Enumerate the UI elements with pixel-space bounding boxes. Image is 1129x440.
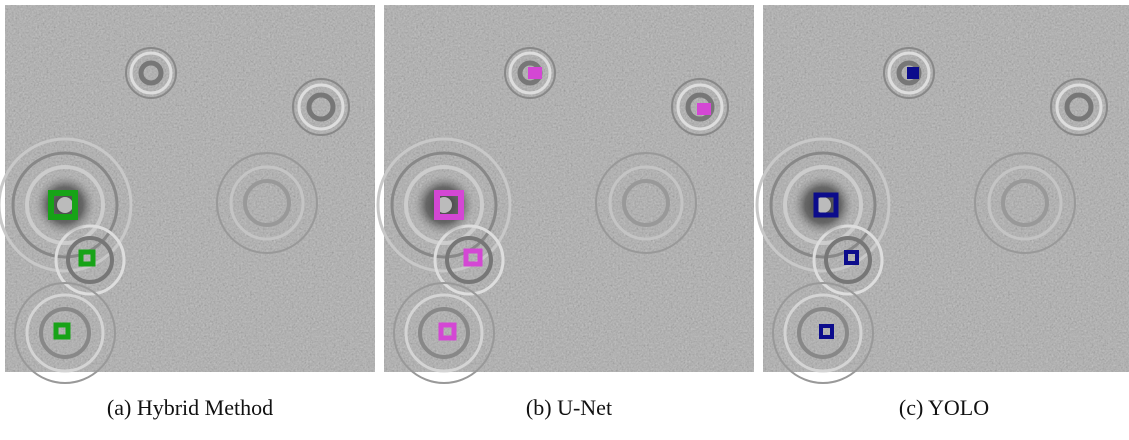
detections xyxy=(907,67,919,79)
hologram-image xyxy=(757,5,1129,383)
panel-hybrid: (a) Hybrid Method xyxy=(0,5,375,420)
figure: (a) Hybrid Method (b) U-Net (c) YOLO xyxy=(0,0,1129,440)
caption: (b) U-Net xyxy=(526,395,612,420)
caption: (a) Hybrid Method xyxy=(107,395,273,420)
panel-yolo: (c) YOLO xyxy=(757,5,1129,420)
caption: (c) YOLO xyxy=(899,395,989,420)
detection-box xyxy=(528,67,542,79)
panel-unet: (b) U-Net xyxy=(378,5,754,420)
detection-box xyxy=(697,103,711,115)
detection-box xyxy=(907,67,919,79)
